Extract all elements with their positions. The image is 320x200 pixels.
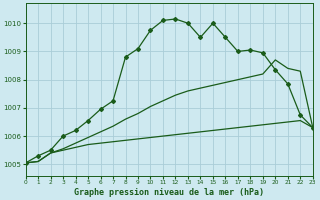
X-axis label: Graphe pression niveau de la mer (hPa): Graphe pression niveau de la mer (hPa) — [74, 188, 264, 197]
